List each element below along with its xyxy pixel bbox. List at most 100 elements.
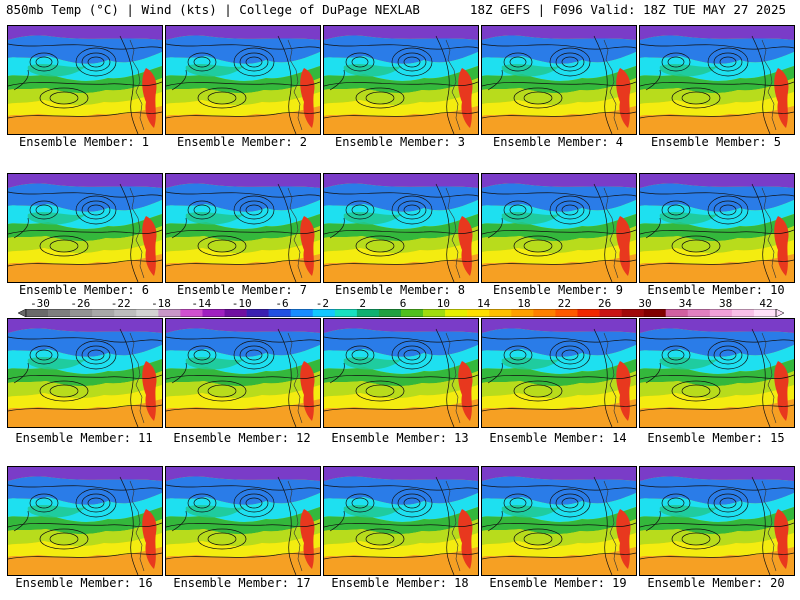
colorbar-swatch xyxy=(378,309,402,317)
colorbar-swatch xyxy=(687,309,711,317)
colorbar-tick-label: -30 xyxy=(30,297,50,310)
colorbar-tick-label: -22 xyxy=(110,297,131,310)
colorbar-max-arrow xyxy=(775,309,784,317)
ensemble-member-label: Ensemble Member: 5 xyxy=(650,135,782,149)
temperature-colorbar xyxy=(18,309,784,317)
colorbar-swatch xyxy=(136,309,159,317)
colorbar-tick-label: 26 xyxy=(598,297,612,310)
colorbar-tick-label: -26 xyxy=(70,297,91,310)
ensemble-member-map xyxy=(639,25,795,135)
colorbar-swatch xyxy=(180,309,203,317)
colorbar-tick-label: 30 xyxy=(638,297,652,310)
temperature-wind-field xyxy=(8,174,162,282)
ensemble-member-map xyxy=(481,318,637,428)
temperature-wind-field xyxy=(166,319,320,427)
colorbar-tick-label: 22 xyxy=(557,297,571,310)
ensemble-member-map xyxy=(165,318,321,428)
colorbar-swatch xyxy=(555,309,578,317)
ensemble-member-label: Ensemble Member: 11 xyxy=(15,431,153,445)
colorbar-tick-label: 38 xyxy=(719,297,733,310)
colorbar-tick-label: 34 xyxy=(678,297,692,310)
ensemble-member-map xyxy=(7,25,163,135)
ensemble-member-label: Ensemble Member: 9 xyxy=(492,283,624,297)
colorbar-tick-label: -2 xyxy=(315,297,329,310)
colorbar-swatch xyxy=(731,309,755,317)
temperature-wind-field xyxy=(324,174,478,282)
colorbar-swatch xyxy=(599,309,622,317)
colorbar-tick-label: -14 xyxy=(191,297,212,310)
colorbar-swatch xyxy=(709,309,733,317)
ensemble-member-map xyxy=(165,466,321,576)
temperature-wind-field xyxy=(640,174,794,282)
temperature-wind-field xyxy=(8,26,162,134)
ensemble-member-label: Ensemble Member: 20 xyxy=(647,576,785,590)
ensemble-member-map xyxy=(165,173,321,283)
ensemble-member-map xyxy=(323,25,479,135)
colorbar-swatch xyxy=(312,309,336,317)
ensemble-member-map xyxy=(7,318,163,428)
run-valid-time: 18Z GEFS | F096 Valid: 18Z TUE MAY 27 20… xyxy=(469,2,786,17)
colorbar-tick-label: -18 xyxy=(151,297,171,310)
ensemble-member-label: Ensemble Member: 12 xyxy=(173,431,311,445)
colorbar-swatch xyxy=(533,309,556,317)
ensemble-member-label: Ensemble Member: 18 xyxy=(331,576,469,590)
temperature-wind-field xyxy=(324,467,478,575)
temperature-wind-field xyxy=(482,174,636,282)
ensemble-member-map xyxy=(323,466,479,576)
colorbar-swatch xyxy=(48,309,71,317)
ensemble-member-map xyxy=(481,466,637,576)
colorbar-swatch xyxy=(224,309,247,317)
colorbar-swatch xyxy=(290,309,314,317)
ensemble-member-label: Ensemble Member: 15 xyxy=(647,431,785,445)
colorbar-tick-label: 42 xyxy=(759,297,773,310)
ensemble-member-map xyxy=(323,173,479,283)
ensemble-member-label: Ensemble Member: 8 xyxy=(334,283,466,297)
colorbar-swatch xyxy=(753,309,777,317)
temperature-wind-field xyxy=(640,319,794,427)
ensemble-member-map xyxy=(481,173,637,283)
ensemble-member-map xyxy=(7,466,163,576)
colorbar-labels: -30 -26 -22 -18 -14 -10 -6 -2 2 6 10 14 18 22 26 30 34 38… xyxy=(18,297,782,310)
colorbar-tick-label: 10 xyxy=(436,297,450,310)
colorbar-swatch xyxy=(467,309,490,317)
colorbar-swatch xyxy=(334,309,358,317)
colorbar-swatch xyxy=(202,309,225,317)
colorbar-tick-label: 6 xyxy=(399,297,407,310)
ensemble-member-map xyxy=(323,318,479,428)
ensemble-member-label: Ensemble Member: 16 xyxy=(15,576,153,590)
colorbar-swatch xyxy=(114,309,137,317)
ensemble-member-label: Ensemble Member: 6 xyxy=(18,283,150,297)
ensemble-member-map xyxy=(165,25,321,135)
colorbar-swatch xyxy=(158,309,181,317)
ensemble-member-map xyxy=(481,25,637,135)
colorbar-swatch xyxy=(489,309,512,317)
temperature-wind-field xyxy=(8,319,162,427)
colorbar-tick-label: -6 xyxy=(275,297,289,310)
colorbar-swatch xyxy=(70,309,93,317)
temperature-wind-field xyxy=(166,26,320,134)
colorbar-swatch xyxy=(445,309,468,317)
ensemble-member-map xyxy=(639,173,795,283)
colorbar-swatch xyxy=(511,309,534,317)
colorbar-tick-label: 14 xyxy=(477,297,491,310)
colorbar-swatch xyxy=(92,309,115,317)
ensemble-member-map xyxy=(7,173,163,283)
colorbar-swatch xyxy=(423,309,446,317)
map-title: 850mb Temp (°C) | Wind (kts) | College o… xyxy=(6,2,420,17)
colorbar-swatch xyxy=(621,309,644,317)
colorbar-swatch xyxy=(643,309,667,317)
temperature-wind-field xyxy=(324,319,478,427)
colorbar-swatch xyxy=(401,309,424,317)
ensemble-member-label: Ensemble Member: 13 xyxy=(331,431,469,445)
colorbar-swatch xyxy=(246,309,269,317)
temperature-wind-field xyxy=(482,319,636,427)
colorbar-swatch xyxy=(26,309,49,317)
temperature-wind-field xyxy=(482,467,636,575)
ensemble-member-label: Ensemble Member: 1 xyxy=(18,135,150,149)
ensemble-member-label: Ensemble Member: 7 xyxy=(176,283,308,297)
colorbar-tick-label: -10 xyxy=(231,297,252,310)
colorbar-swatch xyxy=(577,309,600,317)
colorbar-swatch xyxy=(268,309,292,317)
ensemble-member-label: Ensemble Member: 19 xyxy=(489,576,627,590)
colorbar-frame xyxy=(25,309,777,317)
